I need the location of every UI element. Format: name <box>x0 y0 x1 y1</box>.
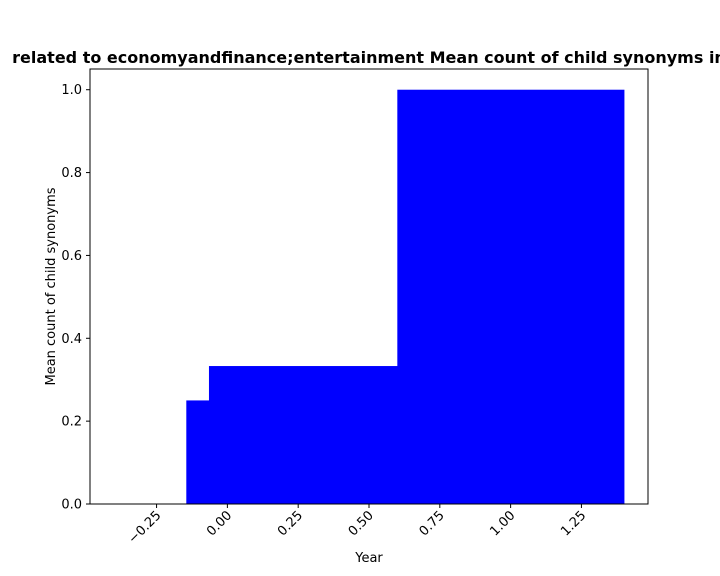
x-axis-label: Year <box>354 551 383 566</box>
bar-1 <box>186 400 210 504</box>
y-tick-label: 0.4 <box>61 332 82 347</box>
x-tick-label: 0.75 <box>417 508 448 539</box>
x-tick-label: 0.50 <box>346 508 377 539</box>
x-tick-label: 1.25 <box>558 508 589 539</box>
bars-group <box>186 89 625 504</box>
x-tick-label: 1.00 <box>487 508 518 539</box>
y-axis: 0.0 0.2 0.4 0.6 0.8 1.0 <box>61 83 90 513</box>
y-tick-label: 1.0 <box>61 83 82 98</box>
x-tick-label: 0.00 <box>204 508 235 539</box>
y-axis-label: Mean count of child synonyms <box>44 187 59 385</box>
bar-3 <box>397 89 625 504</box>
chart-title: related to economyandfinance;entertainme… <box>12 48 720 67</box>
y-tick-label: 0.0 <box>61 498 82 513</box>
y-tick-label: 0.8 <box>61 166 82 181</box>
x-axis: −0.25 0.00 0.25 0.50 0.75 1.00 1.25 <box>126 504 589 547</box>
x-tick-label: 0.25 <box>275 508 306 539</box>
y-tick-label: 0.6 <box>61 249 82 264</box>
x-tick-label: −0.25 <box>126 508 165 547</box>
bar-2 <box>208 366 398 504</box>
y-tick-label: 0.2 <box>61 415 82 430</box>
